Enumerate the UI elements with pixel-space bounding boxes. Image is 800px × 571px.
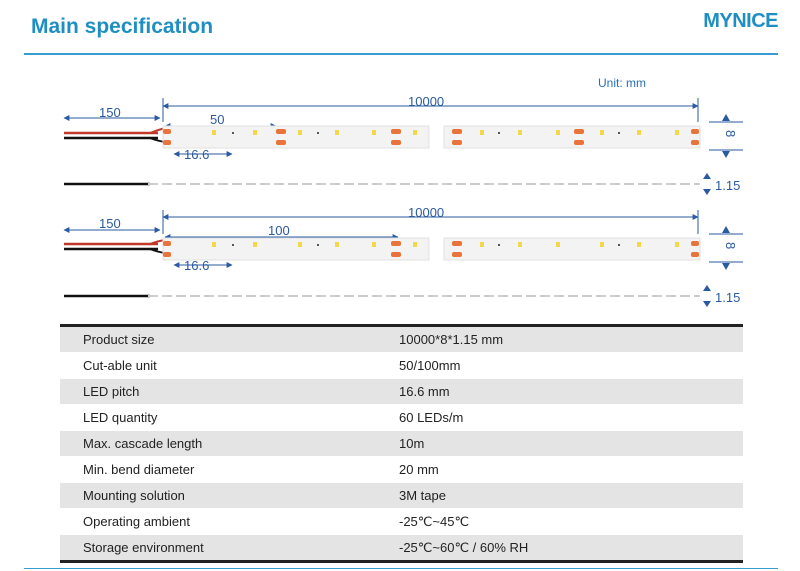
spec-value: -25℃~45℃ <box>399 508 743 535</box>
spec-label: Max. cascade length <box>60 430 399 457</box>
strip-a-wire-length: 150 <box>99 105 121 120</box>
table-row: LED quantity 60 LEDs/m <box>60 404 743 431</box>
strip-b-cut-unit: 100 <box>268 223 290 238</box>
table-row: Min. bend diameter 20 mm <box>60 456 743 483</box>
table-row: Product size 10000*8*1.15 mm <box>60 325 743 353</box>
strip-dimension-diagram: Unit: mm 10000 150 50 <box>63 76 743 307</box>
spec-value: 60 LEDs/m <box>399 404 743 431</box>
page-title: Main specification <box>31 15 214 38</box>
strip-b-pitch: 16.6 <box>184 258 209 273</box>
strip-b-width: 8 <box>723 242 738 249</box>
footer-divider <box>24 568 778 569</box>
strip-a-total-length: 10000 <box>408 94 444 109</box>
spec-label: LED quantity <box>60 404 399 431</box>
strip-b-top-view: 10000 150 100 1 <box>63 205 743 273</box>
strip-a-cut-unit: 50 <box>210 112 224 127</box>
spec-label: Product size <box>60 325 399 353</box>
spec-value: 16.6 mm <box>399 378 743 405</box>
brand-logo: MYNICE <box>703 10 778 32</box>
table-row: Operating ambient -25℃~45℃ <box>60 508 743 535</box>
strip-a-width: 8 <box>723 130 738 137</box>
spec-value: 50/100mm <box>399 352 743 379</box>
table-row: Mounting solution 3M tape <box>60 482 743 509</box>
spec-value: 10000*8*1.15 mm <box>399 325 743 353</box>
strip-a-top-view: 10000 150 50 <box>63 94 743 162</box>
spec-value: 10m <box>399 430 743 457</box>
spec-label: Min. bend diameter <box>60 456 399 483</box>
spec-label: Cut-able unit <box>60 352 399 379</box>
spec-label: LED pitch <box>60 378 399 405</box>
table-row: Cut-able unit 50/100mm <box>60 352 743 379</box>
spec-label: Mounting solution <box>60 482 399 509</box>
header-divider <box>24 53 778 55</box>
spec-label: Storage environment <box>60 534 399 562</box>
spec-label: Operating ambient <box>60 508 399 535</box>
spec-value: 3M tape <box>399 482 743 509</box>
unit-label: Unit: mm <box>598 76 646 90</box>
spec-value: -25℃~60℃ / 60% RH <box>399 534 743 562</box>
strip-b-wire-length: 150 <box>99 216 121 231</box>
spec-table: Product size 10000*8*1.15 mm Cut-able uni… <box>60 324 743 563</box>
strip-a-side-view: 1.15 <box>64 173 740 195</box>
table-row: LED pitch 16.6 mm <box>60 378 743 405</box>
spec-value: 20 mm <box>399 456 743 483</box>
table-row: Max. cascade length 10m <box>60 430 743 457</box>
strip-b-thickness: 1.15 <box>715 290 740 305</box>
table-row: Storage environment -25℃~60℃ / 60% RH <box>60 534 743 562</box>
strip-a-pitch: 16.6 <box>184 147 209 162</box>
strip-b-side-view: 1.15 <box>64 285 740 307</box>
strip-b-total-length: 10000 <box>408 205 444 220</box>
strip-a-thickness: 1.15 <box>715 178 740 193</box>
